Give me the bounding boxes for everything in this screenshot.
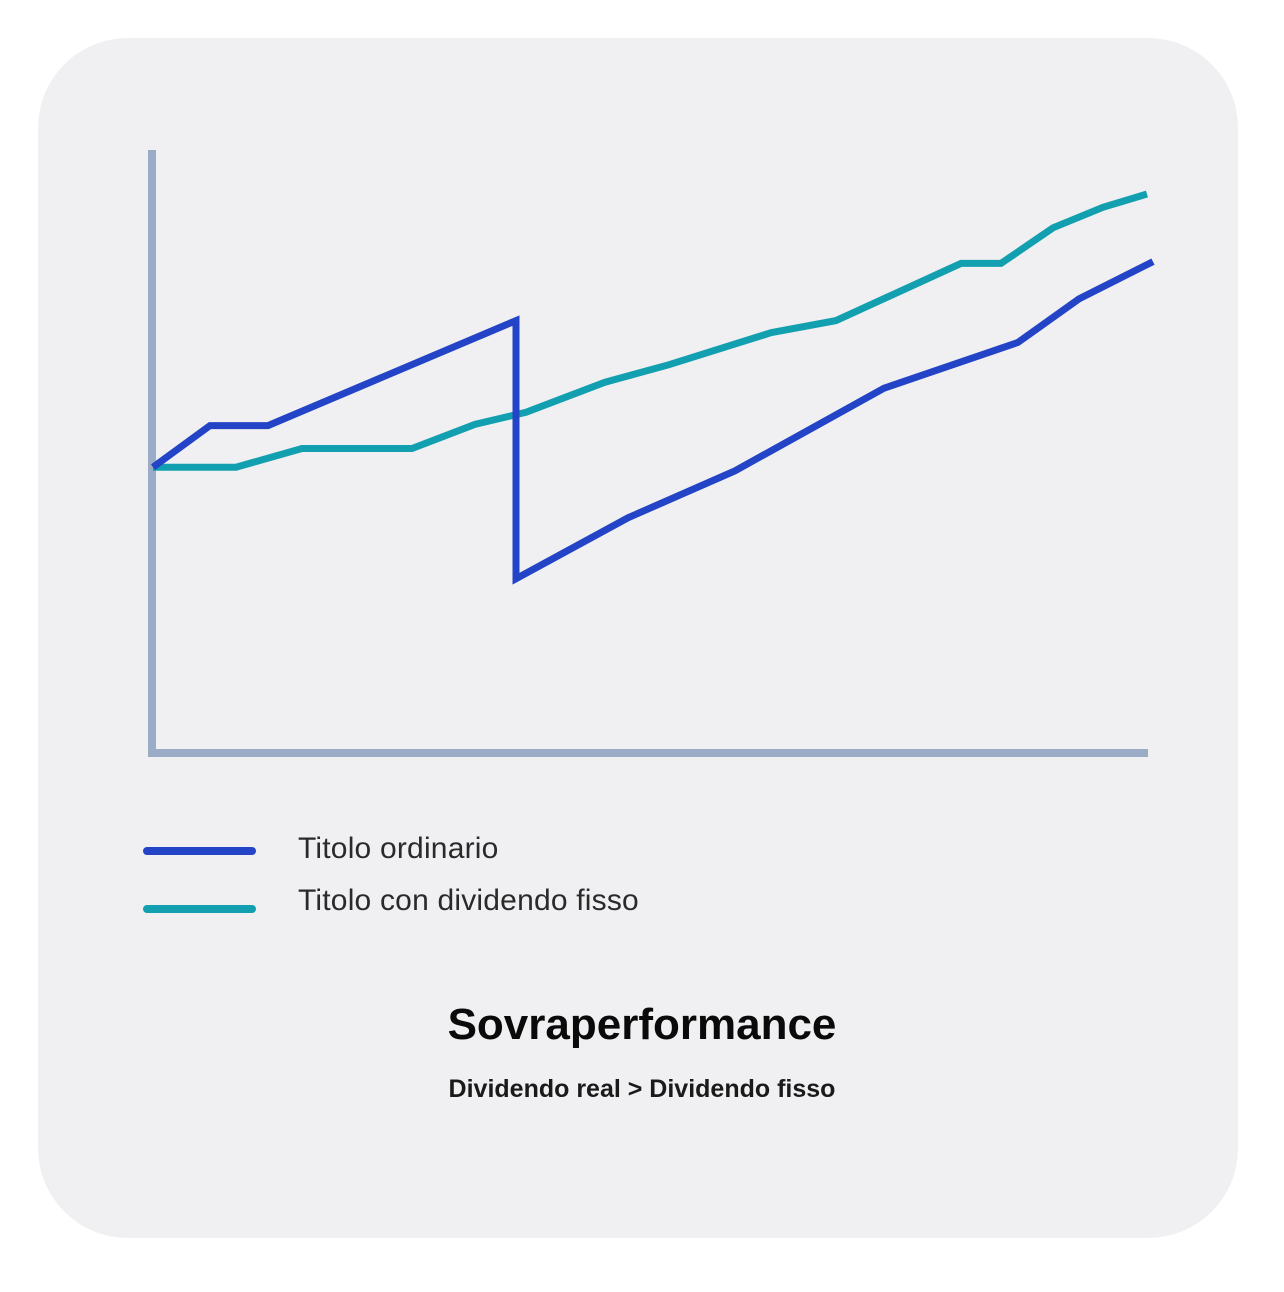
chart-subtitle: Dividendo real > Dividendo fisso [448,1075,836,1103]
chart-series [150,190,1155,585]
legend-item-titolo-dividendo-fisso: Titolo con dividendo fisso [140,878,840,930]
chart-axes [148,150,1148,757]
chart-title: Sovraperformance [447,1000,837,1049]
legend-label-titolo-ordinario: Titolo ordinario [298,832,499,865]
series-line-0 [150,258,1155,585]
legend-swatch-titolo-dividendo-fisso [143,905,256,913]
series-line-1 [153,190,1149,471]
legend-swatch-titolo-ordinario [143,847,256,855]
legend-item-titolo-ordinario: Titolo ordinario [140,826,840,878]
legend-label-titolo-dividendo-fisso: Titolo con dividendo fisso [298,884,639,917]
